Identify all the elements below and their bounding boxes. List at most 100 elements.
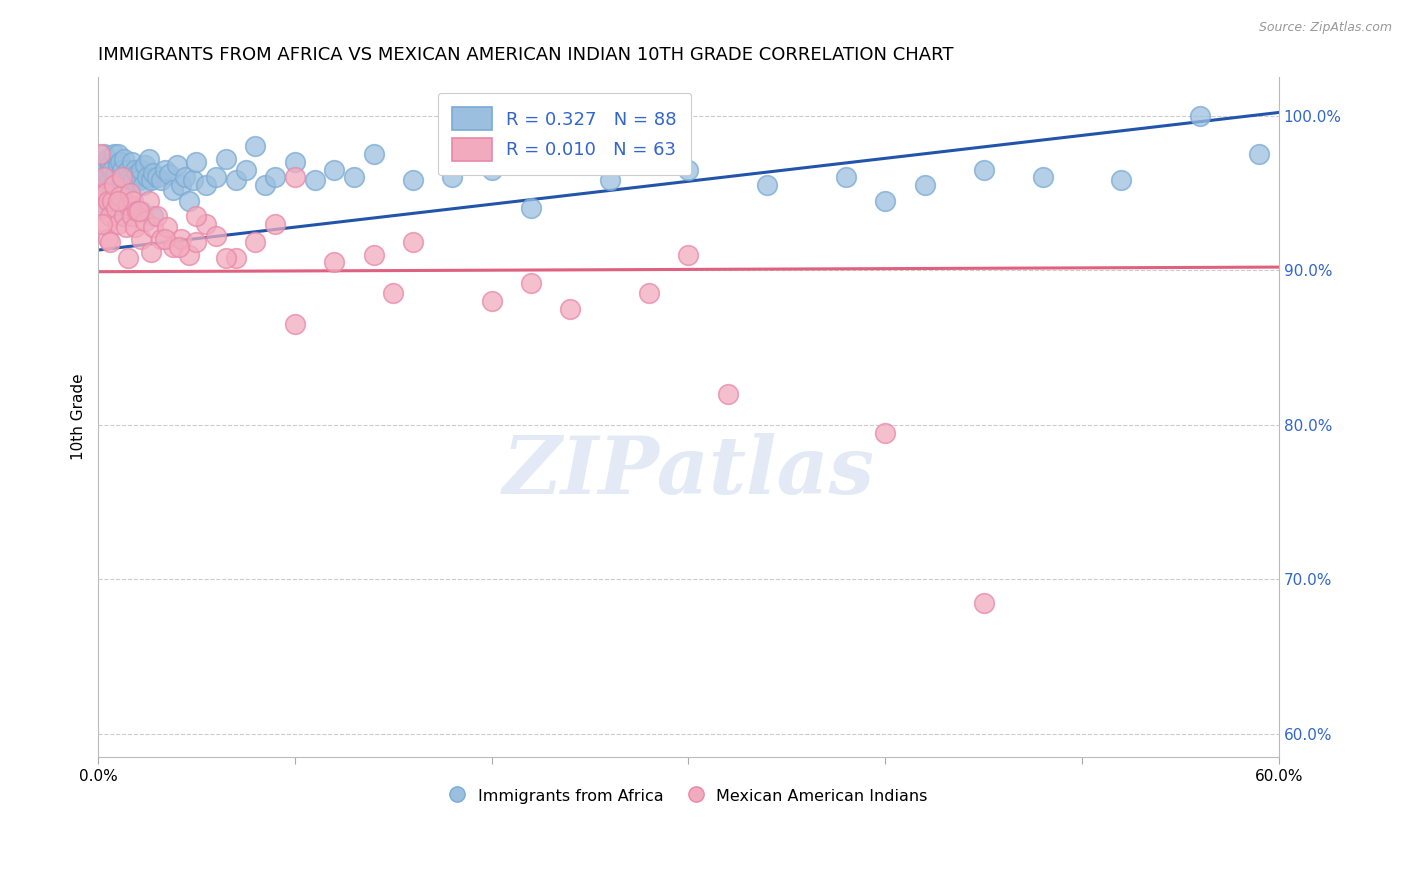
Point	[363, 147, 385, 161]
Point	[127, 167, 149, 181]
Point	[108, 155, 131, 169]
Point	[122, 173, 145, 187]
Point	[93, 170, 115, 185]
Point	[121, 155, 143, 169]
Point	[91, 217, 114, 231]
Point	[146, 170, 169, 185]
Point	[481, 294, 503, 309]
Point	[121, 209, 143, 223]
Point	[186, 235, 208, 250]
Point	[875, 194, 897, 208]
Point	[162, 183, 184, 197]
Point	[89, 147, 111, 161]
Point	[363, 248, 385, 262]
Point	[128, 204, 150, 219]
Point	[97, 194, 120, 208]
Point	[111, 170, 134, 185]
Point	[323, 255, 346, 269]
Point	[875, 425, 897, 440]
Point	[973, 596, 995, 610]
Point	[170, 232, 193, 246]
Point	[560, 301, 582, 316]
Point	[304, 173, 326, 187]
Point	[195, 217, 218, 231]
Point	[441, 170, 464, 185]
Point	[89, 186, 111, 200]
Point	[142, 166, 165, 180]
Point	[181, 173, 204, 187]
Point	[520, 202, 543, 216]
Point	[91, 155, 114, 169]
Point	[481, 162, 503, 177]
Text: Source: ZipAtlas.com: Source: ZipAtlas.com	[1258, 21, 1392, 34]
Point	[157, 167, 180, 181]
Point	[103, 178, 125, 193]
Point	[107, 194, 129, 208]
Point	[835, 170, 858, 185]
Point	[162, 240, 184, 254]
Point	[134, 158, 156, 172]
Point	[108, 189, 131, 203]
Point	[142, 219, 165, 234]
Point	[284, 155, 307, 169]
Point	[235, 162, 257, 177]
Point	[264, 217, 287, 231]
Point	[186, 155, 208, 169]
Point	[98, 158, 121, 172]
Point	[124, 219, 146, 234]
Text: IMMIGRANTS FROM AFRICA VS MEXICAN AMERICAN INDIAN 10TH GRADE CORRELATION CHART: IMMIGRANTS FROM AFRICA VS MEXICAN AMERIC…	[98, 46, 953, 64]
Point	[323, 162, 346, 177]
Point	[117, 198, 139, 212]
Point	[91, 202, 114, 216]
Point	[89, 202, 111, 216]
Point	[167, 240, 190, 254]
Point	[91, 186, 114, 200]
Point	[134, 213, 156, 227]
Point	[914, 178, 936, 193]
Point	[215, 152, 238, 166]
Point	[142, 209, 165, 223]
Point	[114, 219, 136, 234]
Point	[402, 235, 425, 250]
Point	[97, 170, 120, 185]
Point	[94, 217, 117, 231]
Point	[717, 387, 740, 401]
Point	[382, 286, 405, 301]
Point	[97, 232, 120, 246]
Point	[131, 232, 153, 246]
Point	[104, 202, 127, 216]
Point	[973, 162, 995, 177]
Point	[128, 173, 150, 187]
Point	[205, 229, 228, 244]
Point	[97, 152, 120, 166]
Point	[131, 204, 153, 219]
Point	[107, 158, 129, 172]
Point	[141, 173, 163, 187]
Point	[520, 276, 543, 290]
Point	[1189, 109, 1212, 123]
Point	[127, 204, 149, 219]
Point	[138, 194, 160, 208]
Point	[599, 173, 621, 187]
Point	[101, 178, 124, 193]
Point	[112, 209, 135, 223]
Point	[103, 170, 125, 185]
Point	[153, 162, 176, 177]
Point	[101, 162, 124, 177]
Point	[141, 244, 163, 259]
Point	[108, 170, 131, 185]
Legend: Immigrants from Africa, Mexican American Indians: Immigrants from Africa, Mexican American…	[441, 779, 936, 814]
Y-axis label: 10th Grade: 10th Grade	[72, 374, 86, 460]
Point	[98, 235, 121, 250]
Point	[173, 170, 195, 185]
Point	[107, 217, 129, 231]
Point	[89, 170, 111, 185]
Point	[112, 209, 135, 223]
Point	[177, 248, 200, 262]
Point	[114, 178, 136, 193]
Point	[195, 178, 218, 193]
Point	[103, 147, 125, 161]
Point	[107, 147, 129, 161]
Point	[186, 209, 208, 223]
Point	[1111, 173, 1133, 187]
